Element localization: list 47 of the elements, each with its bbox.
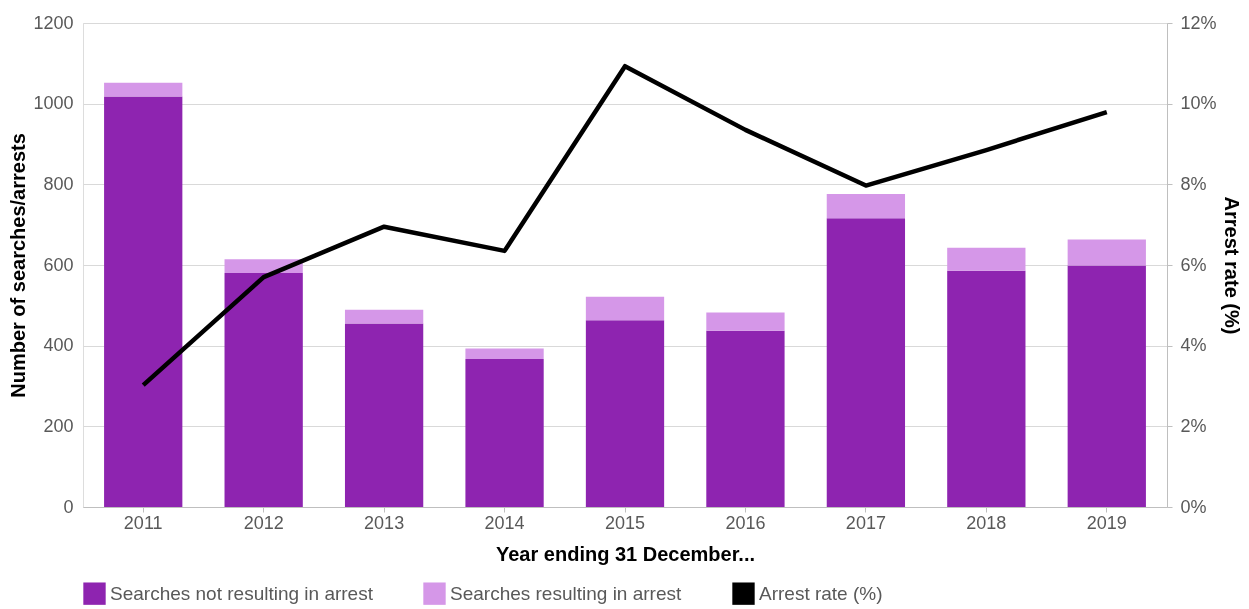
bar	[224, 273, 303, 507]
y2-tick-label: 10%	[1180, 93, 1217, 114]
y2-tick-label: 12%	[1180, 12, 1217, 33]
x-tick-label: 2019	[1086, 512, 1127, 533]
x-axis-title: Year ending 31 December...	[495, 542, 756, 565]
bar	[104, 82, 183, 97]
line-series	[140, 63, 1110, 388]
bar	[1067, 239, 1146, 266]
x-tick-label: 2015	[604, 512, 646, 533]
bar	[465, 348, 544, 359]
y2-axis-title: Arrest rate (%)	[1220, 196, 1243, 335]
y-tick-label: 800	[43, 173, 74, 194]
bar	[826, 194, 906, 219]
x-tick-label: 2014	[484, 512, 525, 533]
legend-label: Searches not resulting in arrest	[110, 582, 374, 604]
bar	[706, 312, 785, 331]
bar	[465, 358, 544, 507]
bar	[344, 309, 424, 324]
y-tick-label: 400	[43, 335, 74, 356]
y-tick-label: 200	[43, 415, 74, 436]
bar	[706, 330, 785, 507]
y2-tick-label: 4%	[1180, 335, 1207, 356]
y-axis-title: Number of searches/arrests	[7, 133, 30, 398]
legend-label: Arrest rate (%)	[759, 582, 883, 604]
y2-tick-label: 8%	[1180, 173, 1207, 194]
y-tick-label: 0	[63, 496, 74, 517]
bar	[585, 296, 665, 321]
y-tick-label: 600	[43, 254, 74, 275]
y2-tick-label: 0%	[1180, 496, 1207, 517]
x-tick-label: 2011	[123, 512, 163, 533]
bar	[104, 96, 183, 507]
y-tick-label: 1000	[33, 93, 74, 114]
x-tick-label: 2018	[966, 512, 1007, 533]
x-tick-label: 2013	[364, 512, 405, 533]
y2-tick-label: 6%	[1180, 254, 1207, 275]
bar	[344, 323, 424, 507]
y2-tick-label: 2%	[1180, 415, 1207, 436]
legend-label: Searches resulting in arrest	[450, 582, 682, 604]
x-tick-label: 2017	[845, 512, 886, 533]
x-tick-label: 2016	[725, 512, 766, 533]
bar	[947, 270, 1026, 507]
bar	[826, 218, 906, 507]
x-tick-label: 2012	[243, 512, 284, 533]
bar	[585, 320, 665, 507]
bar	[1067, 265, 1146, 507]
bar	[947, 247, 1026, 271]
y-tick-label: 1200	[33, 12, 74, 33]
